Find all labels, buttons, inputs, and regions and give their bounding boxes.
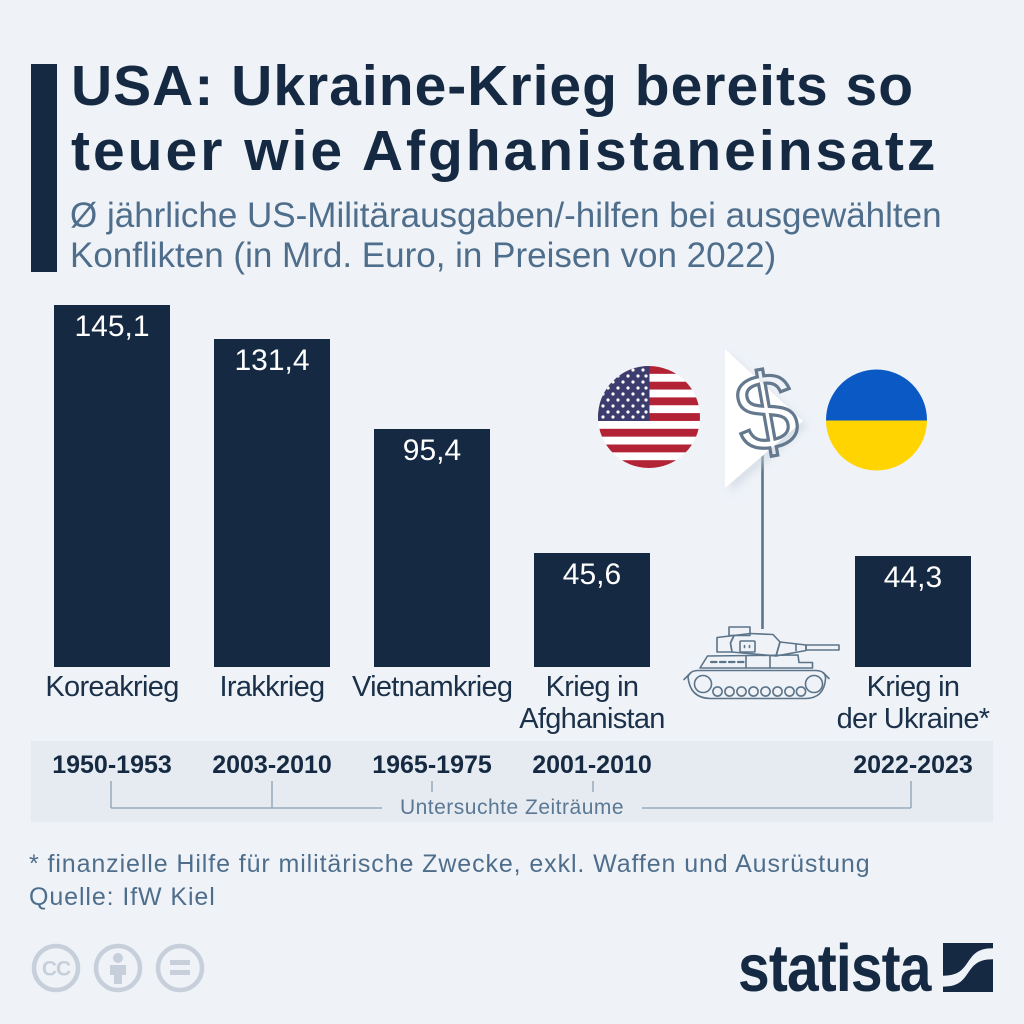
svg-text:CC: CC [42, 958, 71, 981]
svg-text:Untersuchte Zeiträume: Untersuchte Zeiträume [400, 796, 624, 819]
